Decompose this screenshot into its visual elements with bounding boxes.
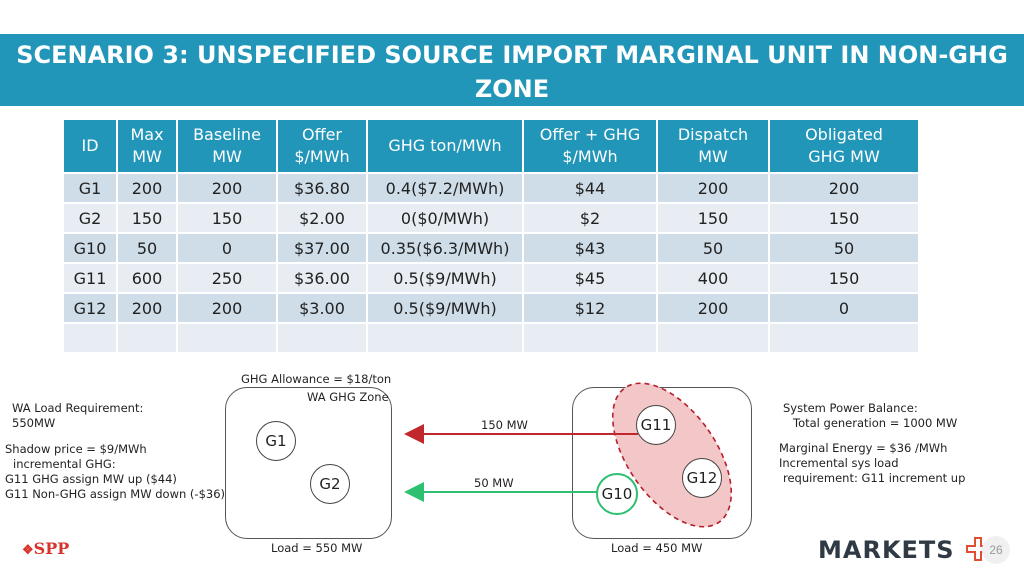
cell-dispatch: 50 [658, 234, 768, 262]
cell-baseline: 250 [178, 264, 276, 292]
table-row: G1 200 200 $36.80 0.4($7.2/MWh) $44 200 200 [64, 174, 918, 202]
cell-ghg: 0.35($6.3/MWh) [368, 234, 522, 262]
cell-empty [368, 324, 522, 352]
cell-max: 150 [118, 204, 176, 232]
cell-offer-ghg: $43 [524, 234, 656, 262]
plus-icon [965, 537, 990, 561]
marginal-energy-note: Marginal Energy = $36 /MWh Incremental s… [779, 441, 966, 485]
cell-max: 50 [118, 234, 176, 262]
cell-dispatch: 400 [658, 264, 768, 292]
left-load-label: Load = 550 MW [271, 541, 363, 555]
generator-g12: G12 [682, 458, 722, 498]
generator-g10: G10 [596, 473, 638, 515]
cell-baseline: 150 [178, 204, 276, 232]
cell-dispatch: 200 [658, 294, 768, 322]
cell-offer-ghg: $12 [524, 294, 656, 322]
cell-obligated: 50 [770, 234, 918, 262]
wa-ghg-zone [225, 387, 392, 539]
generator-g1: G1 [256, 421, 296, 461]
cell-offer-ghg: $2 [524, 204, 656, 232]
cell-empty [770, 324, 918, 352]
cell-id: G2 [64, 204, 116, 232]
cell-ghg: 0.5($9/MWh) [368, 294, 522, 322]
spp-logo: ❖SPP [22, 539, 70, 558]
generator-g2: G2 [310, 464, 350, 504]
flow-label-150: 150 MW [481, 418, 528, 432]
cell-offer-ghg: $45 [524, 264, 656, 292]
title-banner [0, 34, 1024, 106]
marginal-cluster [611, 382, 733, 528]
cell-id: G12 [64, 294, 116, 322]
generator-table: ID Max MW Baseline MW Offer $/MWh GHG ton/M… [62, 118, 920, 354]
right-load-label: Load = 450 MW [611, 541, 703, 555]
table-row: G10 50 0 $37.00 0.35($6.3/MWh) $43 50 50 [64, 234, 918, 262]
wa-zone-label: WA GHG Zone [307, 390, 389, 404]
cell-baseline: 200 [178, 174, 276, 202]
table-row-empty [64, 324, 918, 352]
table-row: G2 150 150 $2.00 0($0/MWh) $2 150 150 [64, 204, 918, 232]
slide-title: SCENARIO 3: UNSPECIFIED SOURCE IMPORT MA… [16, 41, 1008, 103]
cell-offer: $37.00 [278, 234, 366, 262]
cell-ghg: 0.5($9/MWh) [368, 264, 522, 292]
cell-id: G11 [64, 264, 116, 292]
generator-g11: G11 [636, 405, 676, 445]
cell-offer: $2.00 [278, 204, 366, 232]
cell-offer: $36.80 [278, 174, 366, 202]
cell-offer: $36.00 [278, 264, 366, 292]
table-row: G12 200 200 $3.00 0.5($9/MWh) $12 200 0 [64, 294, 918, 322]
cell-empty [658, 324, 768, 352]
cell-max: 600 [118, 264, 176, 292]
cell-empty [118, 324, 176, 352]
cell-offer-ghg: $44 [524, 174, 656, 202]
cell-offer: $3.00 [278, 294, 366, 322]
cell-max: 200 [118, 294, 176, 322]
flow-label-50: 50 MW [474, 476, 514, 490]
markets-plus-logo: MARKETS [818, 535, 992, 564]
wa-load-note: WA Load Requirement: 550MW [12, 401, 144, 430]
cell-id: G1 [64, 174, 116, 202]
cell-obligated: 150 [770, 204, 918, 232]
cell-baseline: 200 [178, 294, 276, 322]
header-baseline-mw: Baseline MW [178, 120, 276, 172]
ghg-allowance-label: GHG Allowance = $18/ton [241, 372, 392, 386]
table-header-row: ID Max MW Baseline MW Offer $/MWh GHG ton/M… [64, 120, 918, 172]
cell-id: G10 [64, 234, 116, 262]
cell-empty [524, 324, 656, 352]
table-row: G11 600 250 $36.00 0.5($9/MWh) $45 400 150 [64, 264, 918, 292]
cell-dispatch: 200 [658, 174, 768, 202]
spp-swirl-icon: ❖ [22, 543, 34, 558]
cell-obligated: 0 [770, 294, 918, 322]
shadow-price-note: Shadow price = $9/MWh incremental GHG: G… [5, 442, 225, 501]
cell-empty [178, 324, 276, 352]
header-max-mw: Max MW [118, 120, 176, 172]
header-offer: Offer $/MWh [278, 120, 366, 172]
header-dispatch: Dispatch MW [658, 120, 768, 172]
cell-ghg: 0.4($7.2/MWh) [368, 174, 522, 202]
cell-empty [64, 324, 116, 352]
cell-obligated: 150 [770, 264, 918, 292]
header-offer-ghg: Offer + GHG $/MWh [524, 120, 656, 172]
cell-empty [278, 324, 366, 352]
cell-baseline: 0 [178, 234, 276, 262]
cell-obligated: 200 [770, 174, 918, 202]
cell-dispatch: 150 [658, 204, 768, 232]
power-balance-note: System Power Balance: Total generation =… [783, 401, 958, 430]
header-id: ID [64, 120, 116, 172]
header-obligated: Obligated GHG MW [770, 120, 918, 172]
header-ghg-ton: GHG ton/MWh [368, 120, 522, 172]
cell-ghg: 0($0/MWh) [368, 204, 522, 232]
cell-max: 200 [118, 174, 176, 202]
page-number: 26 [982, 536, 1010, 564]
